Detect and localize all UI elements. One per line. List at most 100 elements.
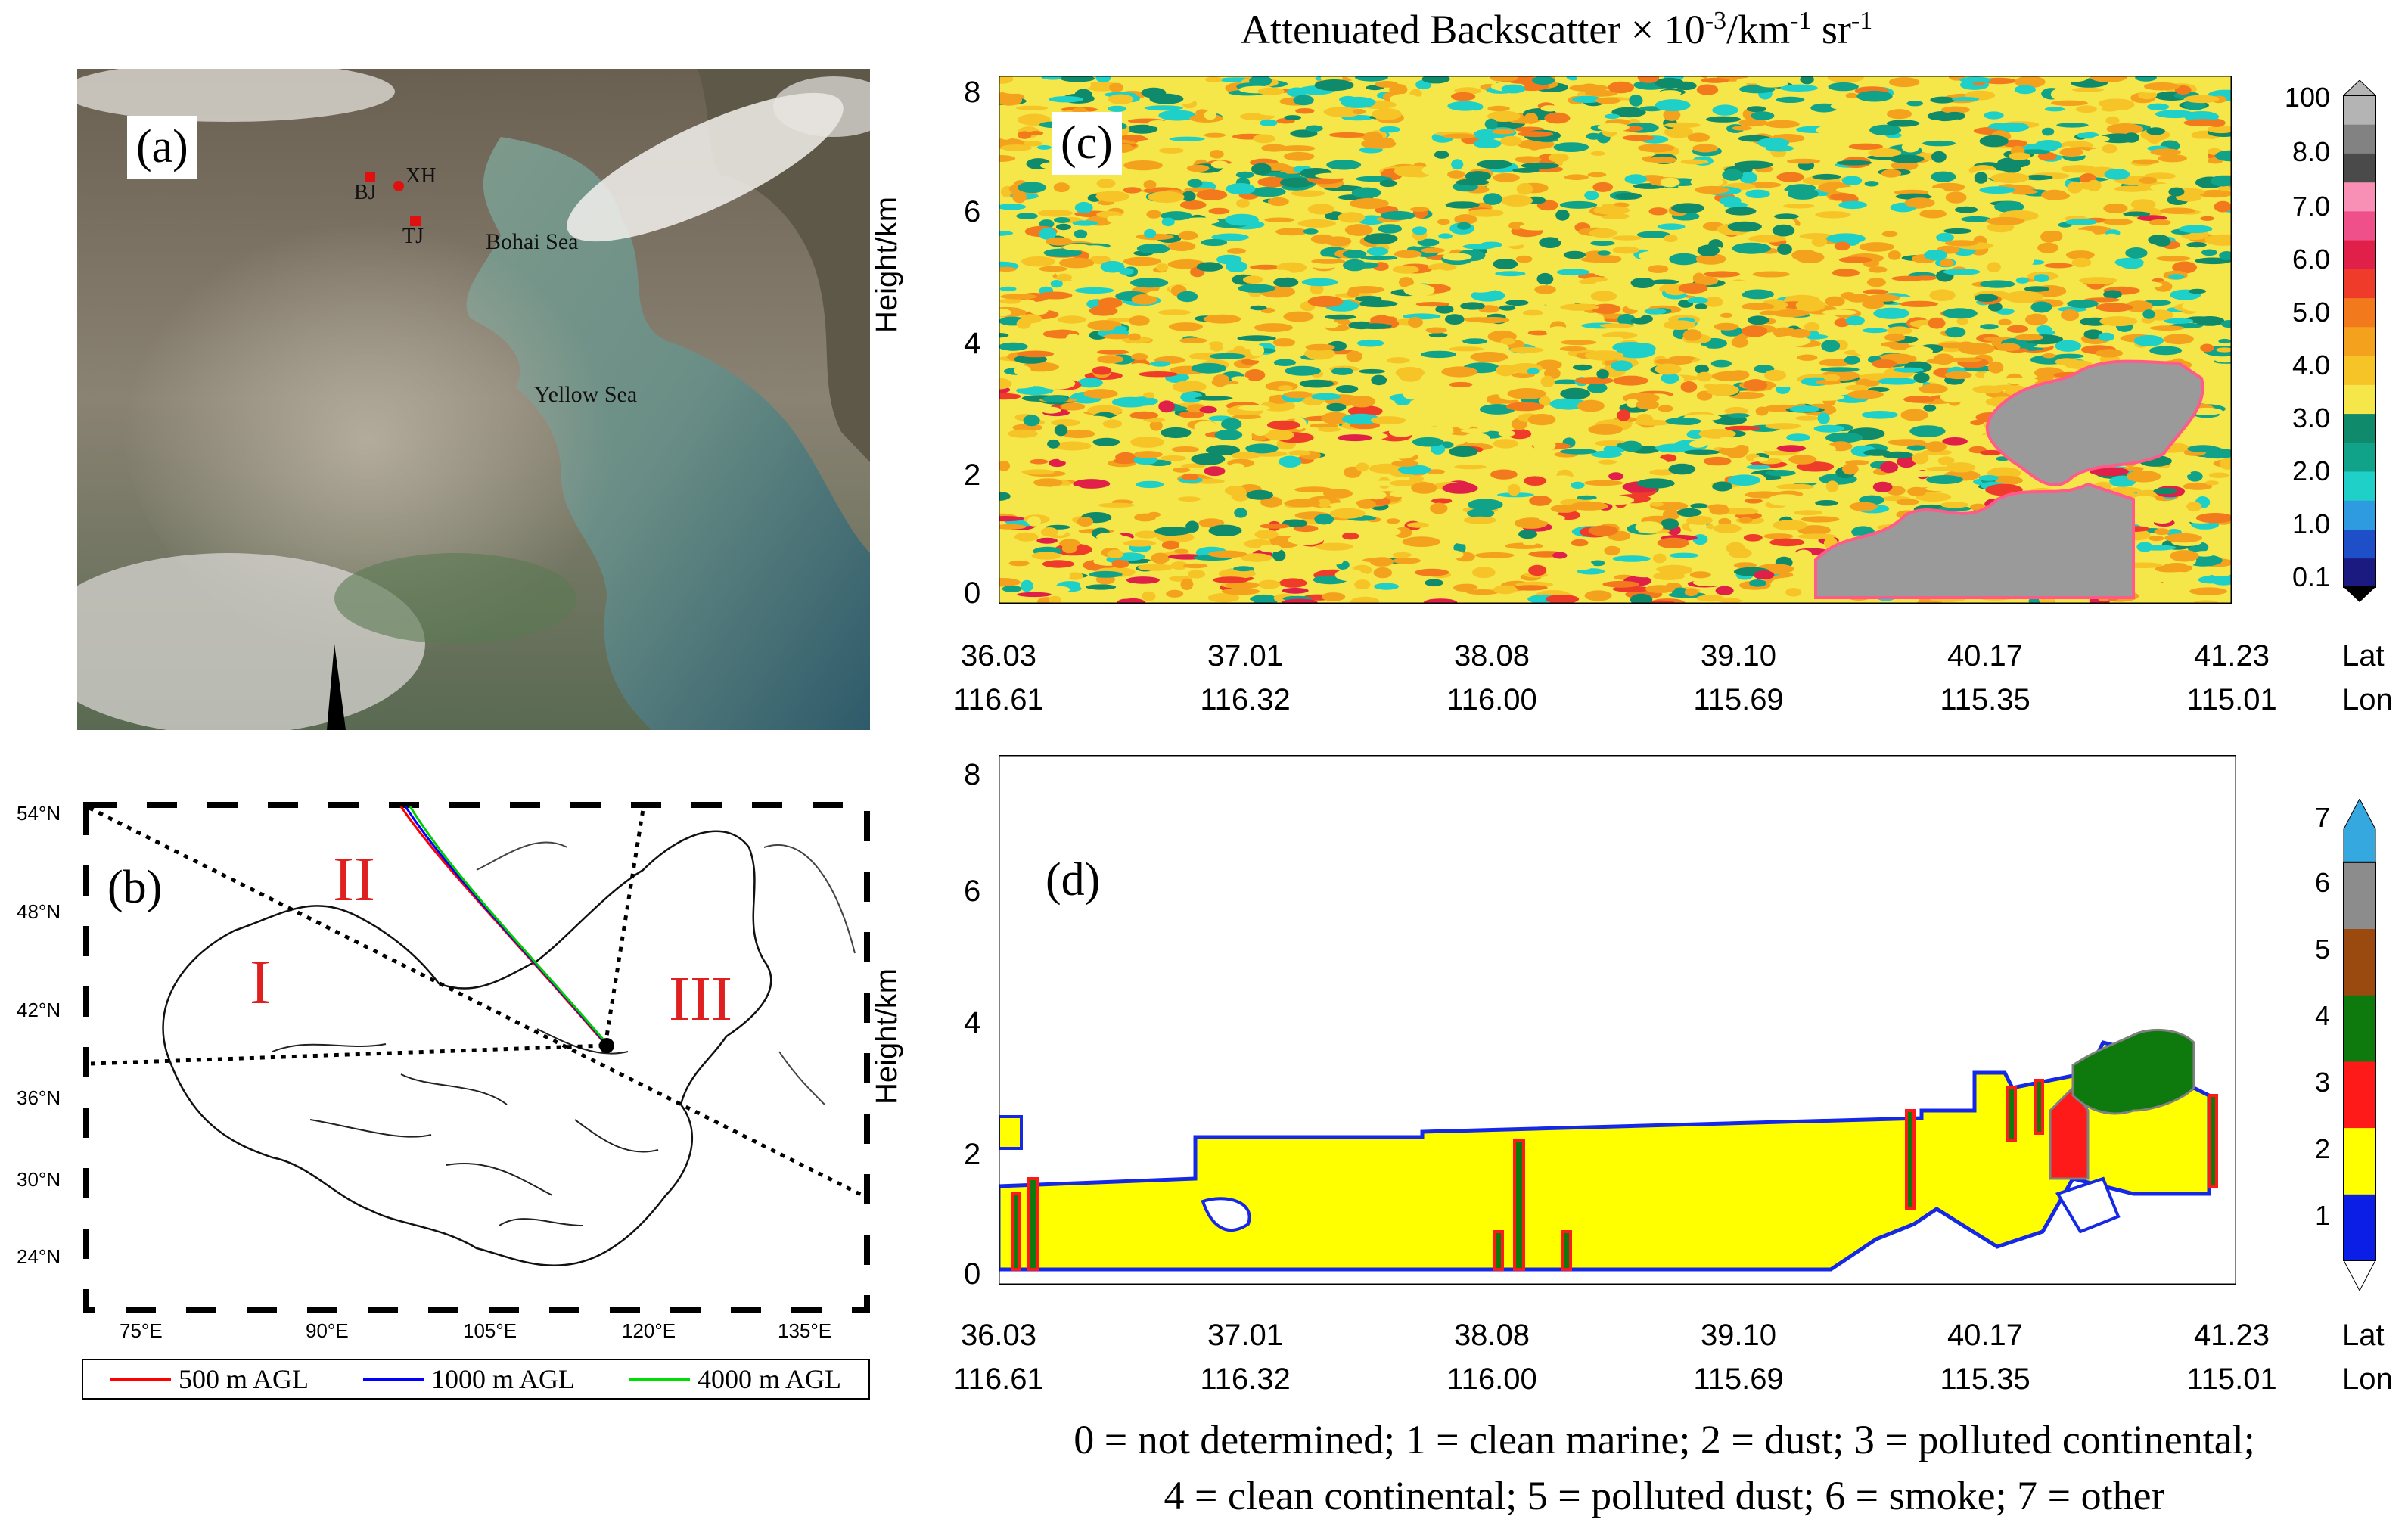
c-speckle-cell [1462, 338, 1488, 344]
c-speckle-cell [1409, 207, 1430, 212]
c-speckle-cell [1617, 409, 1630, 421]
c-speckle-cell [1904, 197, 1935, 208]
c-speckle-cell [2090, 76, 2128, 82]
c-speckle-cell [1507, 483, 1521, 496]
lon-tick-120: 120°E [622, 1319, 676, 1342]
cb-c-tick-4: 4.0 [2291, 350, 2330, 381]
c-speckle-cell [1179, 411, 1205, 418]
c-speckle-cell [2002, 377, 2039, 384]
c-speckle-cell [2186, 502, 2202, 511]
c-speckle-cell [1058, 315, 1086, 324]
c-speckle-cell [1724, 406, 1749, 415]
c-speckle-cell [1745, 498, 1763, 504]
c-speckle-cell [1924, 120, 1947, 129]
c-speckle-cell [1644, 308, 1667, 315]
c-speckle-cell [2200, 343, 2214, 353]
c-speckle-cell [1881, 231, 1898, 238]
c-speckle-cell [1872, 481, 1893, 492]
c-speckle-cell [1592, 265, 1622, 277]
c-speckle-cell [2220, 458, 2232, 470]
c-speckle-cell [1657, 537, 1689, 548]
c-speckle-cell [2179, 225, 2213, 234]
c-speckle-cell [1350, 596, 1380, 604]
c-speckle-cell [1176, 291, 1198, 303]
c-speckle-cell [1906, 471, 1934, 477]
c-speckle-cell [2065, 250, 2095, 260]
c-speckle-cell [2126, 471, 2161, 483]
cb-c-segment [2344, 269, 2375, 299]
c-speckle-cell [1442, 482, 1478, 494]
c-speckle-cell [1600, 204, 1617, 214]
d-column-3 [1493, 1230, 1504, 1271]
c-speckle-cell [1712, 481, 1732, 492]
c-speckle-cell [1449, 346, 1484, 352]
c-speckle-cell [1055, 223, 1071, 231]
green-land-s [334, 553, 576, 644]
c-speckle-cell [1196, 262, 1223, 272]
c-speckle-cell [1836, 160, 1872, 166]
c-speckle-cell [1269, 269, 1293, 278]
china-outline [162, 830, 772, 1266]
c-speckle-cell [2201, 249, 2217, 256]
c-speckle-cell [1355, 296, 1382, 302]
d-clean-continental [2071, 1028, 2195, 1115]
d-hole-2 [2055, 1176, 2121, 1234]
c-speckle-cell [1774, 213, 1799, 219]
c-speckle-cell [1049, 586, 1070, 593]
c-speckle-cell [1115, 376, 1147, 386]
c-speckle-cell [999, 155, 1016, 162]
c-speckle-cell [1378, 137, 1395, 147]
c-speckle-cell [1356, 462, 1369, 472]
d-column-8 [2034, 1079, 2044, 1135]
c-speckle-cell [1590, 241, 1615, 246]
c-speckle-cell [1527, 330, 1550, 336]
c-speckle-cell [1387, 357, 1410, 364]
c-speckle-cell [999, 76, 1014, 84]
c-speckle-cell [1959, 76, 1992, 83]
c-speckle-cell [1075, 80, 1091, 90]
c-speckle-cell [1990, 172, 2030, 184]
c-speckle-cell [1637, 76, 1660, 83]
c-speckle-cell [1516, 183, 1533, 195]
c-speckle-cell [1477, 160, 1512, 169]
c-speckle-cell [1628, 568, 1661, 578]
c-speckle-cell [1021, 469, 1055, 475]
c-speckle-cell [1018, 131, 1032, 139]
c-speckle-cell [1282, 587, 1309, 594]
c-speckle-cell [1630, 317, 1651, 325]
d-column-9 [2208, 1094, 2218, 1188]
c-speckle-cell [1435, 305, 1454, 314]
c-speckle-cell [1049, 96, 1084, 103]
c-speckle-cell [1952, 97, 1980, 101]
c-speckle-cell [1318, 427, 1341, 432]
c-speckle-cell [2096, 303, 2133, 312]
c-speckle-cell [1583, 480, 1623, 486]
c-speckle-cell [1243, 522, 1264, 530]
c-speckle-cell [1638, 143, 1675, 153]
c-speckle-cell [1847, 390, 1884, 399]
c-speckle-cell [1720, 312, 1733, 318]
c-speckle-cell [1746, 106, 1766, 113]
c-speckle-cell [1942, 477, 1958, 483]
c-speckle-cell [1823, 374, 1841, 381]
c-speckle-cell [1988, 302, 2003, 312]
c-speckle-cell [1675, 81, 1697, 90]
c-speckle-cell [1299, 379, 1334, 388]
c-speckle-cell [1587, 172, 1607, 178]
c-speckle-cell [1592, 182, 1614, 192]
c-speckle-cell [1294, 486, 1333, 493]
c-speckle-cell [2051, 100, 2088, 106]
cb-d-tick-5: 5 [2314, 934, 2330, 965]
c-speckle-cell [1462, 433, 1490, 444]
d-lat-2: 38.08 [1453, 1319, 1530, 1352]
c-speckle-cell [1886, 120, 1920, 127]
c-speckle-cell [1060, 402, 1086, 411]
c-speckle-cell [1591, 450, 1622, 458]
c-speckle-cell [1859, 242, 1894, 252]
c-speckle-cell [1878, 378, 1917, 385]
c-speckle-cell [1063, 244, 1092, 251]
c-speckle-cell [1431, 549, 1464, 560]
c-speckle-cell [1748, 579, 1766, 587]
c-speckle-cell [1881, 169, 1902, 178]
c-speckle-cell [1443, 238, 1466, 247]
